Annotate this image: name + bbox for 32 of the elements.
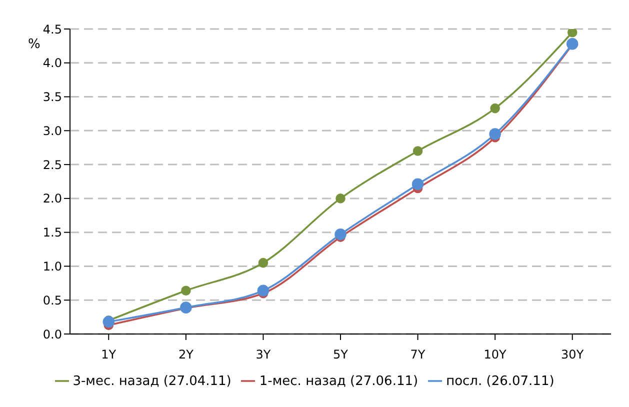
- y-tick-label: 2.0: [42, 192, 62, 206]
- y-tick-label: 4.0: [42, 56, 62, 70]
- y-tick-label: 0.0: [42, 327, 62, 342]
- point: [489, 128, 501, 140]
- y-tick-label: 4.5: [42, 22, 62, 36]
- point: [336, 194, 346, 204]
- x-tick-label: 1Y: [101, 348, 117, 362]
- legend-label: 1-мес. назад (27.06.11): [259, 374, 418, 389]
- point: [102, 316, 115, 328]
- x-tick-label: 10Y: [484, 348, 508, 362]
- legend-label: 3-мес. назад (27.04.11): [72, 374, 232, 389]
- legend-label: посл. (26.07.11): [446, 374, 554, 389]
- point: [490, 103, 500, 114]
- x-tick-label: 5Y: [333, 348, 349, 362]
- point: [257, 284, 270, 297]
- y-axis-title: %: [28, 37, 40, 52]
- point: [412, 146, 423, 156]
- point: [412, 178, 424, 190]
- x-tick-label: 2Y: [178, 348, 194, 362]
- y-tick-label: 0.5: [42, 293, 62, 308]
- y-tick-label: 2.5: [42, 158, 62, 172]
- y-tick-label: 1.0: [42, 259, 62, 274]
- point: [181, 286, 191, 296]
- y-tick-label: 3.0: [42, 124, 62, 138]
- point: [334, 228, 346, 240]
- x-tick-label: 7Y: [410, 348, 426, 362]
- x-tick-label: 30Y: [561, 348, 584, 362]
- point: [258, 258, 268, 268]
- y-tick-label: 3.5: [42, 90, 62, 104]
- y-tick-label: 1.5: [42, 226, 62, 240]
- point: [567, 29, 578, 38]
- x-tick-label: 3Y: [256, 348, 272, 362]
